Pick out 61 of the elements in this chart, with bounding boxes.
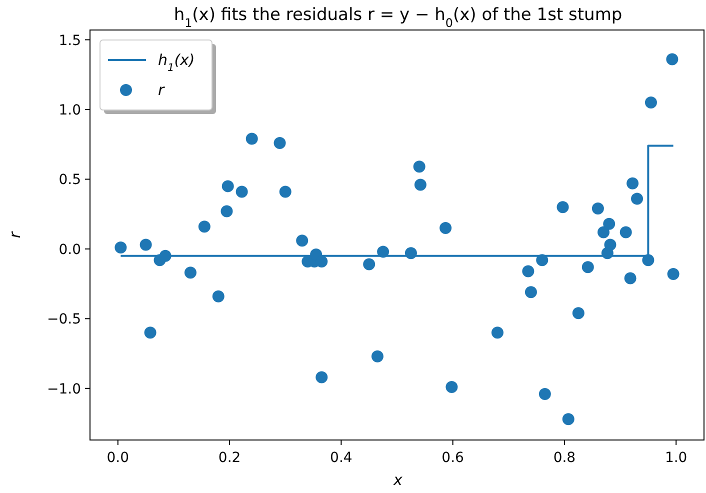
x-tick-label: 0.4 xyxy=(330,450,352,466)
y-tick-label: 1.5 xyxy=(58,32,81,49)
point xyxy=(620,226,632,238)
point xyxy=(572,307,584,320)
point xyxy=(604,238,616,251)
point xyxy=(220,205,233,218)
point xyxy=(236,186,248,198)
legend-label: r xyxy=(158,81,165,99)
point xyxy=(666,53,678,66)
point xyxy=(144,326,156,339)
point xyxy=(624,272,636,284)
point xyxy=(446,381,458,394)
point xyxy=(598,226,610,238)
point xyxy=(363,258,376,270)
x-tick-label: 0.2 xyxy=(218,450,241,466)
y-tick-label: −1.0 xyxy=(47,381,81,398)
point xyxy=(626,177,639,190)
point xyxy=(274,136,286,149)
point xyxy=(114,242,127,254)
point xyxy=(603,218,616,230)
point xyxy=(413,160,426,173)
legend-label: h$_{1}$(x) xyxy=(158,51,195,74)
point xyxy=(562,413,574,426)
point xyxy=(522,265,534,278)
point xyxy=(644,96,657,109)
x-tick-label: 0.6 xyxy=(442,450,464,466)
point xyxy=(414,178,426,191)
point xyxy=(212,290,224,302)
point xyxy=(582,261,594,274)
y-axis-title: r xyxy=(6,231,24,238)
point xyxy=(524,286,537,298)
x-axis-title: x xyxy=(392,471,403,489)
point xyxy=(159,250,172,262)
point xyxy=(556,201,569,214)
point xyxy=(371,350,384,362)
point xyxy=(404,247,417,260)
chart-title: h$_{1}$(x) fits the residuals r = y − h$_{0}$(x) of the 1st stump xyxy=(174,5,622,30)
y-tick-label: 0.5 xyxy=(58,172,81,188)
point xyxy=(222,180,234,192)
point xyxy=(279,186,292,198)
point xyxy=(592,202,604,215)
point xyxy=(246,132,258,145)
point xyxy=(184,266,196,279)
point xyxy=(631,192,644,205)
point xyxy=(440,222,452,234)
point xyxy=(140,238,152,251)
point xyxy=(198,220,210,233)
x-tick-label: 0.0 xyxy=(106,450,130,466)
point xyxy=(316,371,328,384)
point xyxy=(296,234,308,247)
x-tick-label: 0.8 xyxy=(553,450,576,466)
point xyxy=(667,268,680,280)
point xyxy=(642,254,654,266)
y-tick-label: 0.0 xyxy=(58,242,81,258)
y-tick-label: −0.5 xyxy=(47,312,81,328)
point xyxy=(491,326,504,339)
point xyxy=(538,388,551,400)
point xyxy=(377,246,390,258)
y-tick-label: 1.0 xyxy=(58,102,81,118)
point xyxy=(536,254,548,266)
x-tick-label: 1.0 xyxy=(664,450,688,466)
